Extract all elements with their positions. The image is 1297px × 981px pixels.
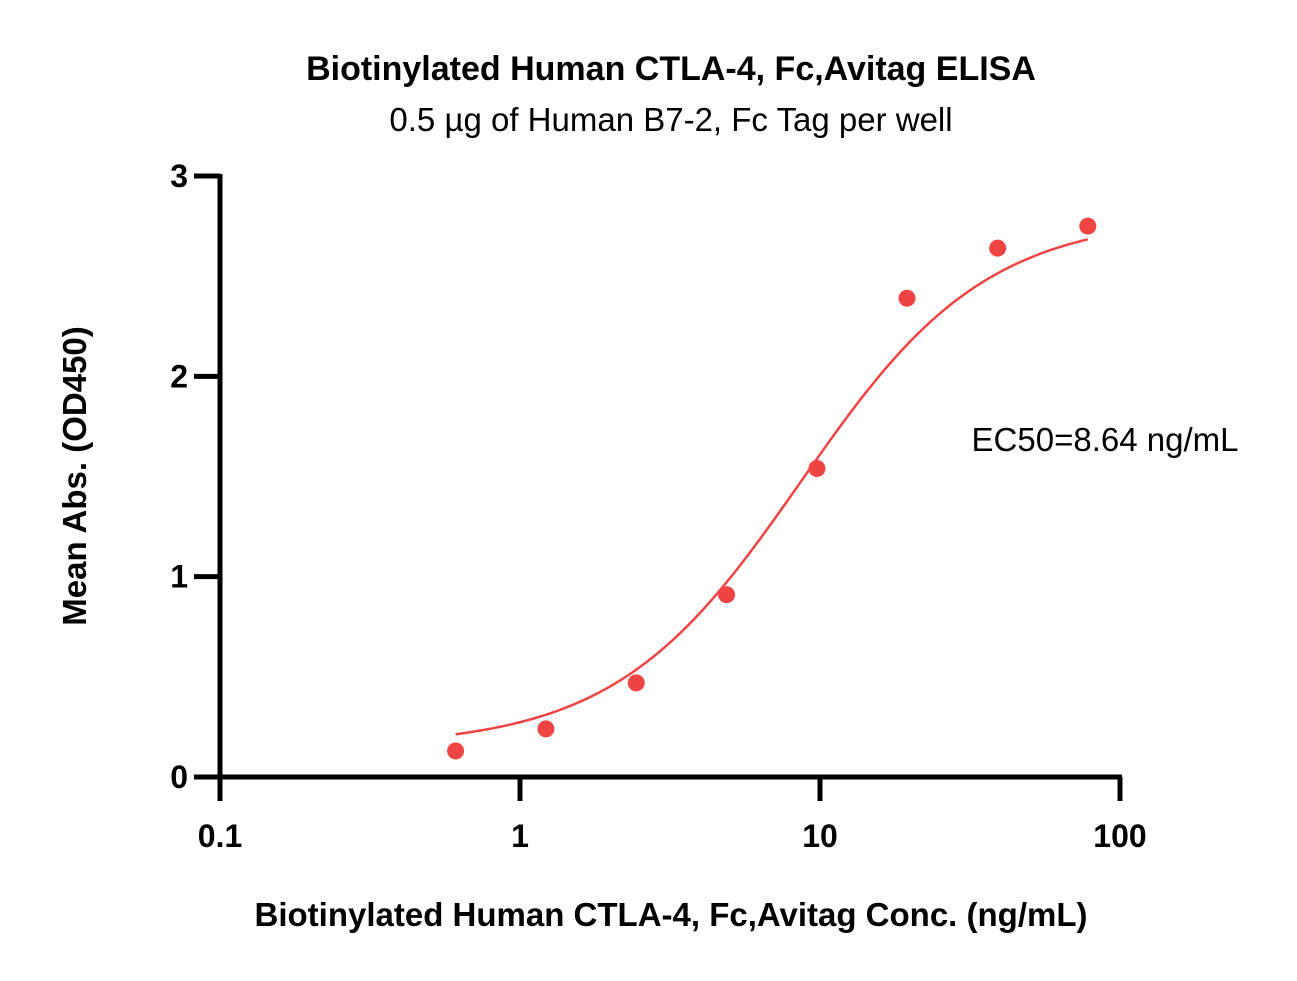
axis-ticks: 0 1 2 3 0.1 1 10 100 bbox=[170, 158, 1146, 854]
chart-title: Biotinylated Human CTLA-4, Fc,Avitag ELI… bbox=[306, 50, 1036, 88]
fit-curve bbox=[455, 238, 1089, 736]
y-tick-label: 3 bbox=[170, 158, 188, 194]
data-point bbox=[447, 742, 465, 760]
y-axis-label: Mean Abs. (OD450) bbox=[56, 326, 93, 626]
ec50-annotation: EC50=8.64 ng/mL bbox=[972, 421, 1239, 458]
x-axis-label: Biotinylated Human CTLA-4, Fc,Avitag Con… bbox=[255, 896, 1088, 933]
data-point bbox=[537, 720, 555, 738]
y-tick-label: 2 bbox=[170, 358, 188, 394]
data-point bbox=[808, 459, 826, 477]
data-point bbox=[989, 239, 1007, 257]
x-tick-label: 1 bbox=[511, 818, 529, 854]
y-tick-label: 1 bbox=[170, 559, 188, 595]
x-tick-label: 100 bbox=[1093, 818, 1146, 854]
y-tick-label: 0 bbox=[170, 759, 188, 795]
chart-subtitle: 0.5 µg of Human B7-2, Fc Tag per well bbox=[389, 101, 952, 138]
x-tick-label: 0.1 bbox=[198, 818, 242, 854]
data-point bbox=[1079, 217, 1097, 235]
plot-area bbox=[217, 174, 1122, 780]
x-tick-label: 10 bbox=[802, 818, 838, 854]
data-point bbox=[898, 289, 916, 307]
data-point bbox=[718, 586, 736, 604]
data-point bbox=[627, 674, 645, 692]
